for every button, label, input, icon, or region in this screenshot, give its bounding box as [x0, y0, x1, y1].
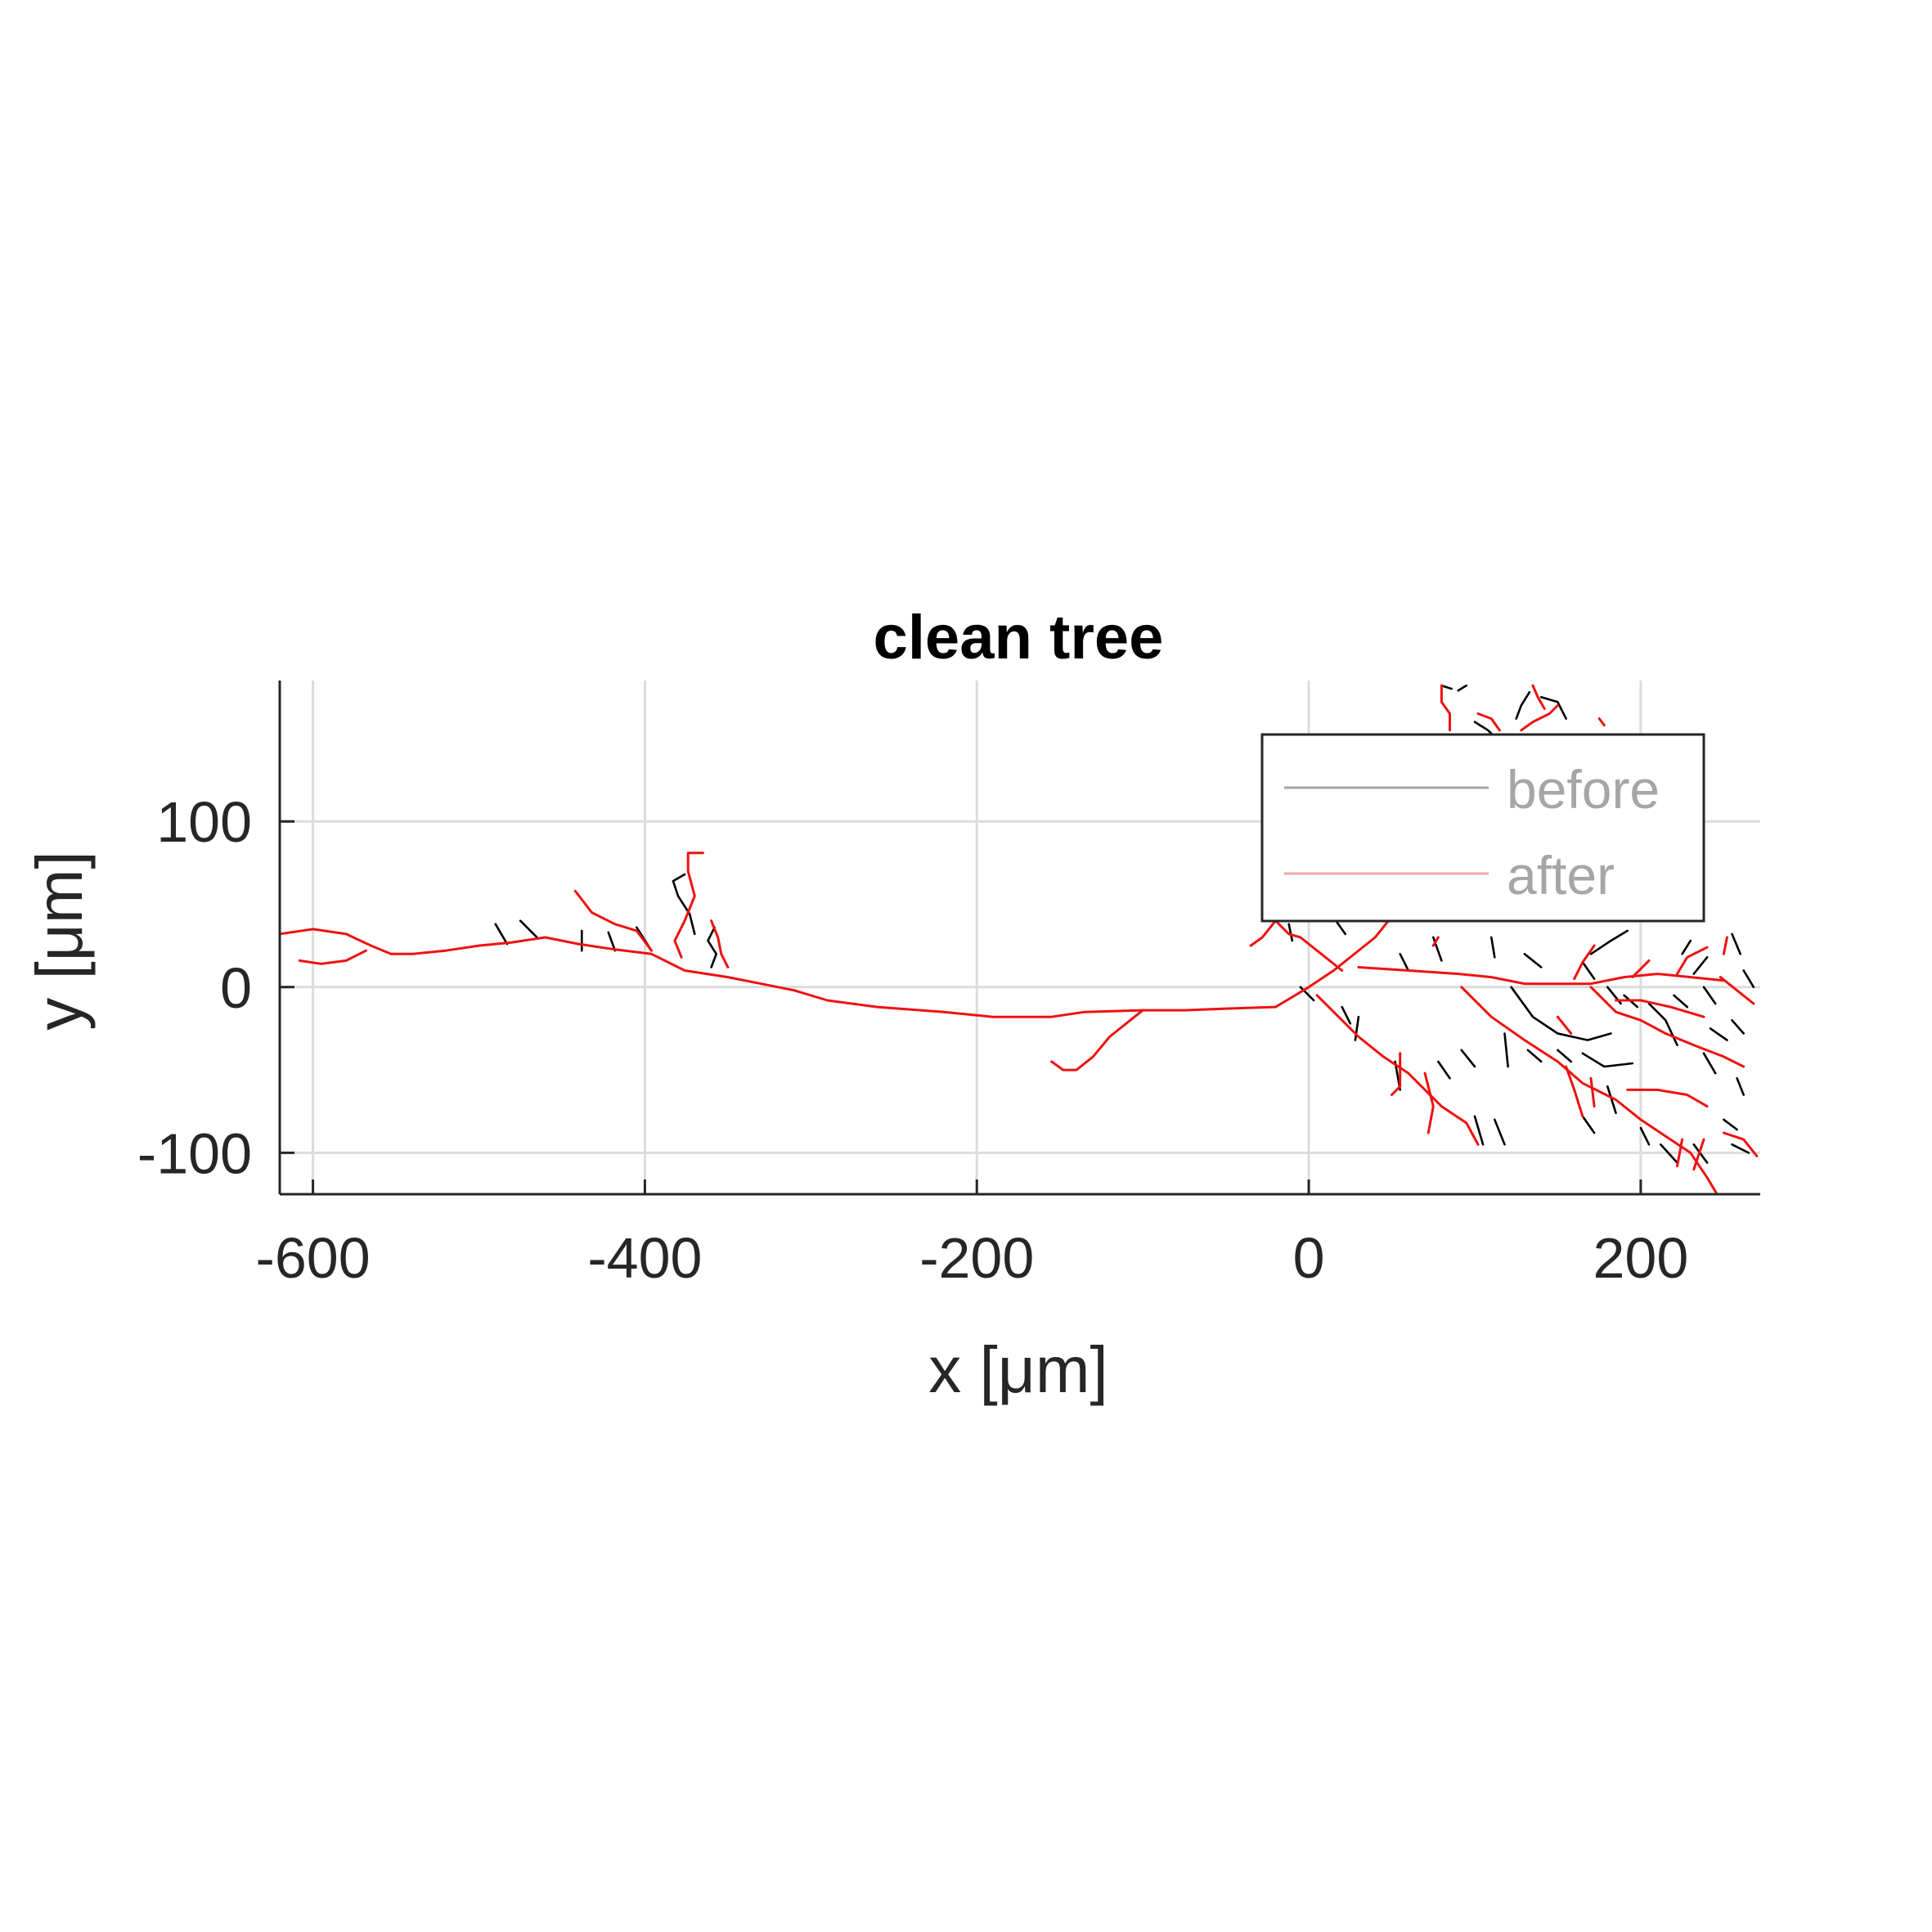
- before-branch: [1503, 1032, 1509, 1068]
- after-branch: [1476, 712, 1501, 732]
- before-branch: [1510, 986, 1612, 1041]
- after-branch: [1357, 966, 1725, 986]
- y-tick-label: 100: [156, 790, 252, 854]
- before-branch: [1731, 1019, 1745, 1035]
- before-branch: [1660, 1143, 1678, 1164]
- before-branch: [1490, 936, 1496, 959]
- before-branch: [519, 919, 538, 939]
- before-branch: [1639, 1126, 1651, 1146]
- after-branch: [1391, 1052, 1402, 1096]
- legend-box: [1260, 733, 1705, 923]
- before-branch: [1287, 923, 1294, 942]
- before-branch: [1354, 1015, 1360, 1041]
- y-tick-label: 0: [220, 956, 252, 1020]
- after-branch: [1676, 946, 1709, 976]
- legend: before after: [1260, 733, 1705, 923]
- before-branch: [1702, 986, 1717, 1005]
- before-branch: [1731, 1143, 1750, 1154]
- after-branch: [1589, 1076, 1596, 1108]
- after-branch: [673, 851, 704, 959]
- after-branch: [1249, 919, 1344, 972]
- before-branch: [1709, 1027, 1728, 1041]
- after-branch: [1315, 994, 1480, 1146]
- x-tick-label: 200: [1593, 1226, 1689, 1290]
- before-branch: [1473, 1115, 1485, 1146]
- after-branch: [1431, 936, 1440, 947]
- before-branch: [1681, 939, 1692, 955]
- legend-label-before: before: [1507, 759, 1660, 820]
- before-branch: [1581, 961, 1596, 980]
- before-branch: [1437, 1060, 1451, 1080]
- after-branch: [1626, 1088, 1709, 1108]
- after-branch: [1676, 1138, 1684, 1168]
- before-branch: [1736, 1076, 1745, 1096]
- before-branch: [1494, 1118, 1506, 1146]
- before-branch: [1523, 953, 1543, 968]
- x-axis-label: x [μm]: [928, 1333, 1108, 1406]
- after-branch: [1423, 1072, 1435, 1134]
- before-branch: [1539, 695, 1567, 720]
- before-branch: [494, 923, 509, 946]
- before-branch: [1457, 684, 1468, 692]
- before-branch: [1606, 1085, 1617, 1114]
- before-branch: [1581, 1115, 1596, 1134]
- before-branch: [607, 931, 617, 952]
- after-branch: [573, 889, 653, 952]
- before-branch: [1673, 994, 1688, 1009]
- x-tick-label: -400: [587, 1226, 702, 1290]
- before-branch: [1589, 929, 1629, 955]
- after-branch: [1589, 986, 1746, 1068]
- x-tick-label: -200: [919, 1226, 1034, 1290]
- before-branch: [1515, 690, 1531, 720]
- before-branch: [1557, 1049, 1572, 1063]
- after-branch: [1050, 1009, 1144, 1072]
- after-branch: [1440, 684, 1451, 732]
- chart-title: clean tree: [874, 603, 1164, 672]
- before-branch: [1341, 1005, 1352, 1025]
- before-branch: [1723, 1118, 1738, 1131]
- after-branch: [710, 919, 730, 968]
- before-branch: [1299, 986, 1315, 1002]
- after-branch: [1520, 703, 1559, 732]
- after-branch: [280, 894, 1410, 1018]
- after-branch: [1597, 717, 1606, 727]
- after-branch: [1631, 959, 1651, 979]
- after-branch: [1615, 999, 1705, 1018]
- axes: [278, 681, 1760, 1196]
- x-tick-label: -600: [256, 1226, 371, 1290]
- y-axis-label: y [μm]: [23, 851, 96, 1030]
- before-branch: [672, 873, 696, 936]
- before-branch: [1731, 932, 1741, 955]
- before-branch: [1692, 956, 1709, 975]
- y-tick-label: -100: [137, 1121, 252, 1185]
- before-branch: [1692, 1143, 1709, 1164]
- before-branch: [1581, 1052, 1634, 1068]
- before-branch: [707, 926, 718, 968]
- after-branch: [298, 949, 367, 965]
- x-tick-label: 0: [1293, 1226, 1325, 1290]
- legend-label-after: after: [1507, 845, 1615, 905]
- before-branch: [1460, 1049, 1476, 1068]
- before-branch: [1399, 953, 1410, 972]
- series-after: [280, 684, 1759, 1194]
- before-branch: [1742, 969, 1755, 989]
- after-branch: [1692, 1138, 1705, 1171]
- tick-labels: -600 -400 -200 0 200 -100 0 100: [137, 790, 1688, 1290]
- after-branch: [1719, 976, 1755, 1005]
- after-branch: [1565, 1065, 1584, 1118]
- before-branch: [1526, 1049, 1543, 1063]
- after-branch: [1531, 684, 1546, 710]
- after-branch: [1722, 1131, 1759, 1157]
- before-branch: [1702, 1052, 1717, 1075]
- before-branch: [1440, 684, 1453, 690]
- plot-area: [280, 684, 1759, 1194]
- after-branch: [1722, 936, 1728, 955]
- after-branch: [1556, 1015, 1573, 1035]
- after-branch: [1573, 944, 1596, 981]
